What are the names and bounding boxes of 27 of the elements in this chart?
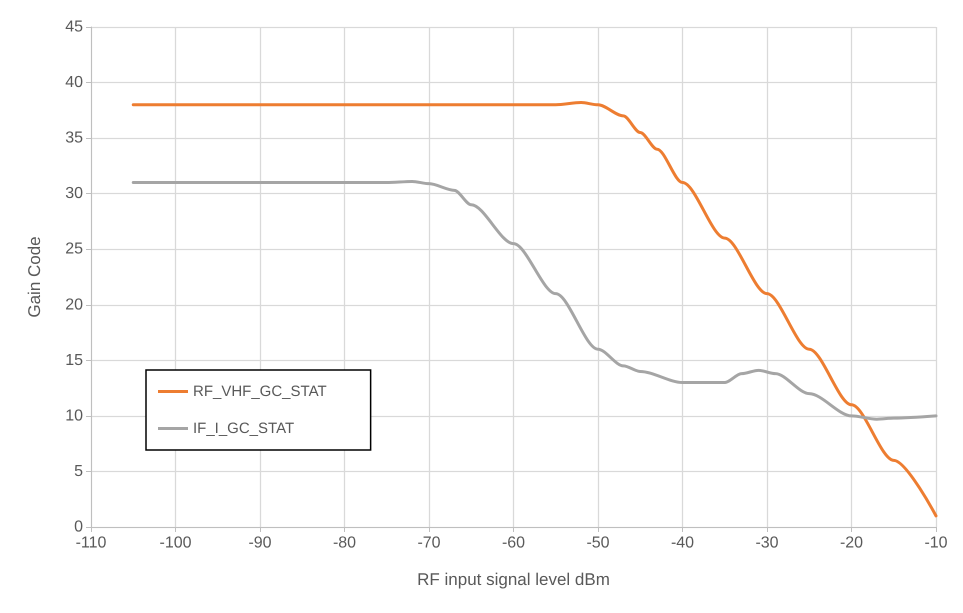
x-tick-label: -40 [670,534,694,552]
y-tick-label: 30 [65,185,84,202]
x-tick-label: -80 [332,534,356,552]
x-tick-label: -60 [502,534,526,552]
x-tick-label: -50 [586,534,610,552]
y-axis-title: Gain Code [25,236,44,318]
y-tick-label: 10 [65,407,84,424]
y-tick-label: 5 [74,462,84,480]
y-tick-label: 15 [65,352,84,369]
line-series [132,180,938,421]
y-tick-label: 25 [65,240,84,258]
y-tick-label: 35 [65,130,84,147]
y-tick-label: 40 [65,74,84,92]
x-axis-title: RF input signal level dBm [417,570,610,589]
legend-label: RF_VHF_GC_STAT [193,383,327,400]
y-tick-label: 45 [65,18,84,36]
x-tick-label: -70 [417,534,441,552]
x-tick-label: -10 [924,534,948,552]
legend-label: IF_I_GC_STAT [193,420,294,437]
y-tick-label: 0 [74,518,84,536]
x-tick-label: -30 [755,534,779,552]
x-tick-label: -100 [159,534,192,552]
x-tick-label: -20 [840,534,864,552]
x-tick-label: -90 [248,534,272,552]
x-tick-label: -110 [76,534,107,552]
y-tick-label: 20 [65,296,84,314]
line-series [132,101,938,518]
